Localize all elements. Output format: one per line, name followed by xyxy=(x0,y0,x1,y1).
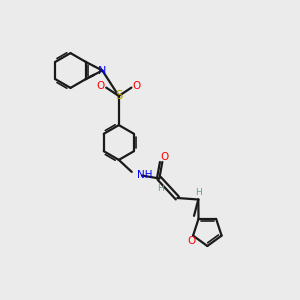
Text: O: O xyxy=(133,81,141,91)
Text: H: H xyxy=(158,184,164,193)
Text: O: O xyxy=(97,81,105,91)
Text: NH: NH xyxy=(137,170,152,181)
Text: N: N xyxy=(98,65,106,76)
Text: H: H xyxy=(195,188,202,197)
Text: S: S xyxy=(115,89,122,103)
Text: O: O xyxy=(160,152,169,163)
Text: O: O xyxy=(188,236,196,246)
